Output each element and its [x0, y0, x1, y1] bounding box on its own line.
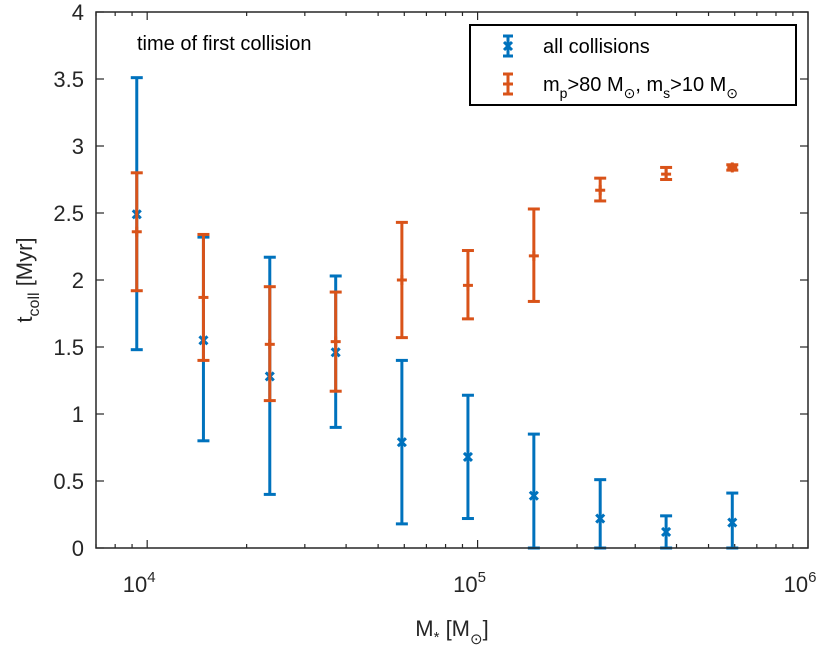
legend-box [469, 24, 797, 106]
legend-symbol-all-collisions [502, 34, 514, 58]
data-point [595, 513, 606, 524]
legend: all collisions mp>80 M⊙, ms>10 M⊙ [469, 24, 797, 106]
x-tick-label: 104 [123, 569, 156, 597]
axis-ticks: 0 0.5 1 1.5 2 2.5 3 3.5 4 104 105 106 [53, 0, 816, 597]
y-axis-label: tcoll [Myr] [12, 237, 43, 322]
legend-marker [502, 40, 514, 52]
chart-annotation: time of first collision [137, 33, 312, 55]
y-tick-label: 1 [72, 402, 84, 427]
legend-label-all-collisions: all collisions [543, 36, 650, 58]
plot-frame [95, 11, 809, 549]
data-point [727, 517, 738, 528]
legend-symbol-massive-collisions [503, 72, 513, 96]
y-tick-label: 2.5 [53, 201, 84, 226]
y-tick-label: 4 [72, 0, 84, 25]
y-tick-label: 3 [72, 134, 84, 159]
data-point [661, 526, 672, 537]
y-tick-label: 1.5 [53, 335, 84, 360]
legend-label-massive-collisions: mp>80 M⊙, ms>10 M⊙ [543, 74, 738, 101]
y-tick-label: 0 [72, 536, 84, 561]
series-1 [130, 162, 739, 403]
y-tick-label: 3.5 [53, 67, 84, 92]
x-tick-label: 106 [784, 569, 817, 597]
x-tick-label: 105 [453, 569, 486, 597]
data-point [396, 437, 407, 448]
x-axis-label: M* [M⊙] [415, 616, 488, 647]
series-layer [130, 76, 739, 550]
series-0 [130, 76, 739, 550]
y-tick-label: 0.5 [53, 469, 84, 494]
data-point [462, 451, 474, 462]
y-tick-label: 2 [72, 268, 84, 293]
data-point [528, 490, 539, 501]
